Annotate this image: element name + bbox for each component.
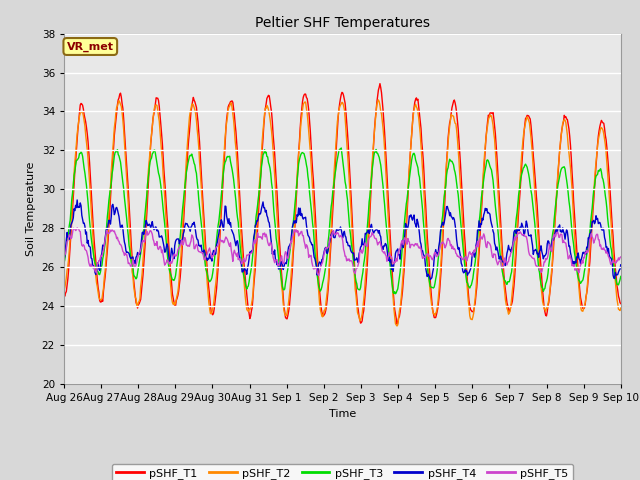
pSHF_T4	[428, 275, 436, 281]
pSHF_T2	[60, 288, 68, 293]
pSHF_T4	[70, 206, 78, 212]
pSHF_T2	[412, 101, 419, 107]
pSHF_T5	[60, 252, 68, 258]
Title: Peltier SHF Temperatures: Peltier SHF Temperatures	[255, 16, 430, 30]
pSHF_T1	[184, 146, 192, 152]
pSHF_T2	[393, 323, 401, 329]
pSHF_T3	[617, 274, 625, 279]
Y-axis label: Soil Temperature: Soil Temperature	[26, 162, 36, 256]
pSHF_T3	[428, 285, 436, 290]
pSHF_T1	[214, 276, 221, 281]
pSHF_T4	[617, 262, 625, 268]
pSHF_T5	[315, 273, 323, 278]
Line: pSHF_T4: pSHF_T4	[64, 200, 621, 279]
pSHF_T1	[412, 96, 419, 102]
pSHF_T4	[426, 276, 434, 282]
pSHF_T1	[376, 81, 384, 86]
pSHF_T5	[70, 226, 78, 232]
pSHF_T5	[412, 240, 419, 246]
pSHF_T2	[127, 258, 135, 264]
pSHF_T1	[393, 321, 401, 327]
pSHF_T3	[214, 229, 221, 235]
pSHF_T3	[337, 145, 345, 151]
pSHF_T3	[184, 160, 192, 166]
pSHF_T1	[60, 292, 68, 298]
pSHF_T2	[374, 97, 382, 103]
Line: pSHF_T1: pSHF_T1	[64, 84, 621, 324]
pSHF_T5	[128, 261, 136, 266]
pSHF_T4	[185, 224, 193, 229]
pSHF_T3	[412, 157, 419, 163]
pSHF_T5	[617, 254, 625, 260]
pSHF_T5	[74, 225, 81, 231]
pSHF_T4	[74, 197, 81, 203]
pSHF_T4	[128, 254, 136, 260]
pSHF_T3	[392, 291, 399, 297]
pSHF_T3	[127, 260, 135, 266]
Line: pSHF_T5: pSHF_T5	[64, 228, 621, 276]
pSHF_T1	[70, 181, 78, 187]
Line: pSHF_T3: pSHF_T3	[64, 148, 621, 294]
X-axis label: Time: Time	[329, 408, 356, 419]
Text: VR_met: VR_met	[67, 41, 114, 52]
Legend: pSHF_T1, pSHF_T2, pSHF_T3, pSHF_T4, pSHF_T5: pSHF_T1, pSHF_T2, pSHF_T3, pSHF_T4, pSHF…	[111, 464, 573, 480]
pSHF_T1	[617, 300, 625, 306]
pSHF_T4	[60, 257, 68, 263]
pSHF_T3	[60, 260, 68, 266]
pSHF_T2	[214, 262, 221, 268]
pSHF_T5	[185, 242, 193, 248]
pSHF_T2	[184, 134, 192, 140]
pSHF_T1	[127, 244, 135, 250]
pSHF_T3	[70, 172, 78, 178]
Line: pSHF_T2: pSHF_T2	[64, 100, 621, 326]
pSHF_T4	[411, 220, 419, 226]
pSHF_T2	[428, 304, 436, 310]
pSHF_T2	[617, 305, 625, 311]
pSHF_T5	[428, 256, 436, 262]
pSHF_T2	[70, 170, 78, 176]
pSHF_T1	[428, 299, 436, 304]
pSHF_T5	[214, 242, 222, 248]
pSHF_T4	[214, 234, 222, 240]
